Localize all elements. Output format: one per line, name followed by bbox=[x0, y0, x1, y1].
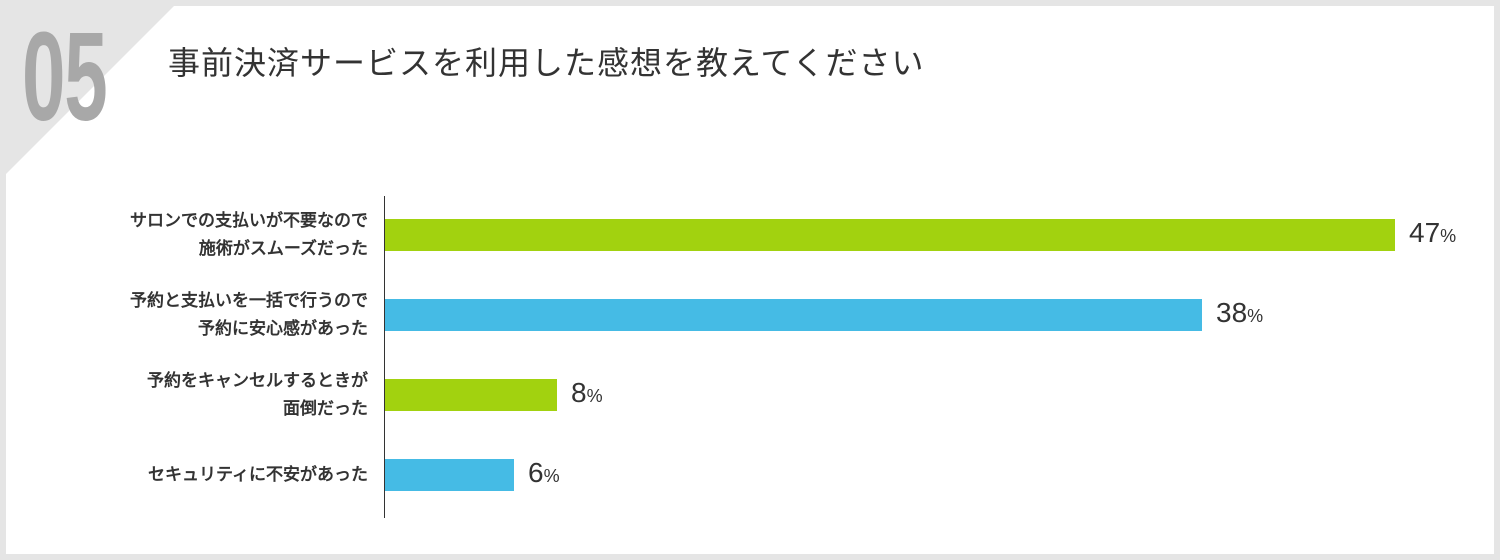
bar bbox=[385, 219, 1395, 251]
data-label-unit: % bbox=[586, 386, 603, 406]
category-label: セキュリティに不安があった bbox=[148, 461, 368, 489]
data-label: 47% bbox=[1409, 217, 1456, 249]
category-label-line: 予約に安心感があった bbox=[198, 319, 368, 339]
data-label-value: 47 bbox=[1409, 217, 1441, 248]
category-label-line: 施術がスムーズだった bbox=[198, 239, 368, 259]
category-label: 予約をキャンセルするときが面倒だった bbox=[147, 367, 368, 423]
bar bbox=[385, 299, 1202, 331]
data-label-value: 6 bbox=[528, 457, 544, 488]
category-label-line: サロンでの支払いが不要なので bbox=[130, 211, 368, 231]
category-label-line: セキュリティに不安があった bbox=[148, 465, 368, 485]
category-label-line: 予約と支払いを一括で行うので bbox=[130, 291, 368, 311]
y-axis-line bbox=[384, 196, 385, 518]
category-label: サロンでの支払いが不要なので施術がスムーズだった bbox=[130, 207, 368, 263]
data-label-unit: % bbox=[1247, 306, 1264, 326]
chart-title: 事前決済サービスを利用した感想を教えてください bbox=[168, 44, 925, 82]
bar bbox=[385, 459, 514, 491]
data-label-unit: % bbox=[1440, 226, 1457, 246]
data-label: 8% bbox=[571, 377, 603, 409]
category-label-line: 面倒だった bbox=[283, 399, 368, 419]
data-label: 6% bbox=[528, 457, 560, 489]
question-number: 05 bbox=[22, 6, 108, 147]
data-label-value: 38 bbox=[1216, 297, 1248, 328]
data-label: 38% bbox=[1216, 297, 1263, 329]
data-label-value: 8 bbox=[571, 377, 587, 408]
data-label-unit: % bbox=[543, 466, 560, 486]
category-label-line: 予約をキャンセルするときが bbox=[147, 371, 368, 391]
bar bbox=[385, 379, 557, 411]
category-label: 予約と支払いを一括で行うので予約に安心感があった bbox=[130, 287, 368, 343]
chart-card bbox=[6, 6, 1494, 554]
